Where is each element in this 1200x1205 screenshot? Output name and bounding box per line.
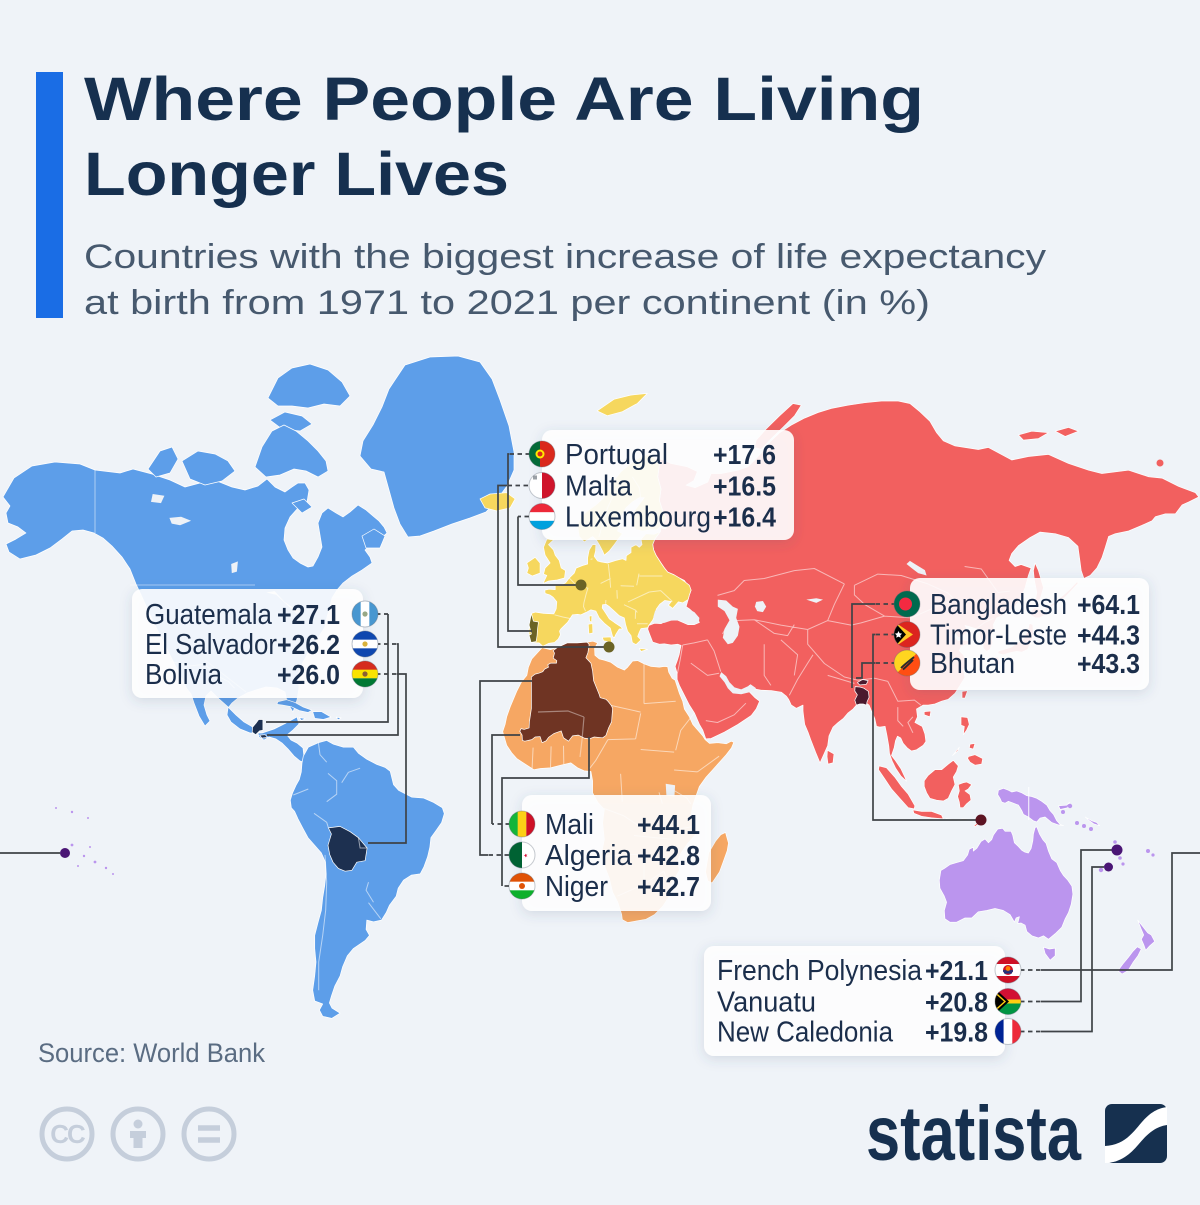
svg-text:Malta: Malta	[565, 471, 633, 503]
svg-text:Bangladesh: Bangladesh	[930, 589, 1067, 621]
svg-text:+26.2: +26.2	[277, 629, 340, 660]
svg-text:Bhutan: Bhutan	[930, 648, 1015, 680]
svg-text:+64.1: +64.1	[1077, 589, 1140, 620]
svg-text:Source: World Bank: Source: World Bank	[38, 1038, 265, 1068]
svg-text:+16.4: +16.4	[713, 502, 776, 533]
svg-text:+26.0: +26.0	[277, 659, 340, 690]
svg-text:+19.8: +19.8	[925, 1017, 988, 1048]
svg-text:+17.6: +17.6	[713, 439, 776, 470]
svg-text:+44.1: +44.1	[637, 809, 700, 840]
svg-text:Algeria: Algeria	[545, 840, 633, 872]
svg-text:+20.8: +20.8	[925, 987, 988, 1018]
svg-text:statista: statista	[866, 1091, 1082, 1177]
svg-text:Longer Lives: Longer Lives	[84, 140, 509, 208]
svg-text:El Salvador: El Salvador	[145, 629, 277, 661]
svg-text:Timor-Leste: Timor-Leste	[930, 620, 1067, 652]
svg-text:Luxembourg: Luxembourg	[565, 502, 711, 534]
svg-text:+43.3: +43.3	[1077, 648, 1140, 679]
svg-text:Where People Are Living: Where People Are Living	[84, 65, 924, 133]
svg-text:Niger: Niger	[545, 871, 608, 903]
svg-text:Guatemala: Guatemala	[145, 599, 273, 631]
svg-text:Countries with the biggest inc: Countries with the biggest increase of l…	[84, 238, 1046, 276]
svg-text:Vanuatu: Vanuatu	[717, 987, 816, 1019]
svg-text:Portugal: Portugal	[565, 439, 668, 471]
svg-text:Bolivia: Bolivia	[145, 659, 223, 691]
svg-text:at birth from 1971 to 2021 per: at birth from 1971 to 2021 per continent…	[84, 284, 930, 322]
svg-text:French Polynesia: French Polynesia	[717, 955, 923, 987]
svg-text:New Caledonia: New Caledonia	[717, 1017, 894, 1049]
svg-text:Mali: Mali	[545, 809, 594, 841]
svg-text:CC: CC	[50, 1119, 86, 1149]
svg-text:+44.3: +44.3	[1077, 620, 1140, 651]
svg-text:+42.7: +42.7	[637, 871, 700, 902]
svg-text:+21.1: +21.1	[925, 955, 988, 986]
svg-text:+27.1: +27.1	[277, 599, 340, 630]
svg-text:+16.5: +16.5	[713, 471, 776, 502]
svg-text:+42.8: +42.8	[637, 840, 700, 871]
